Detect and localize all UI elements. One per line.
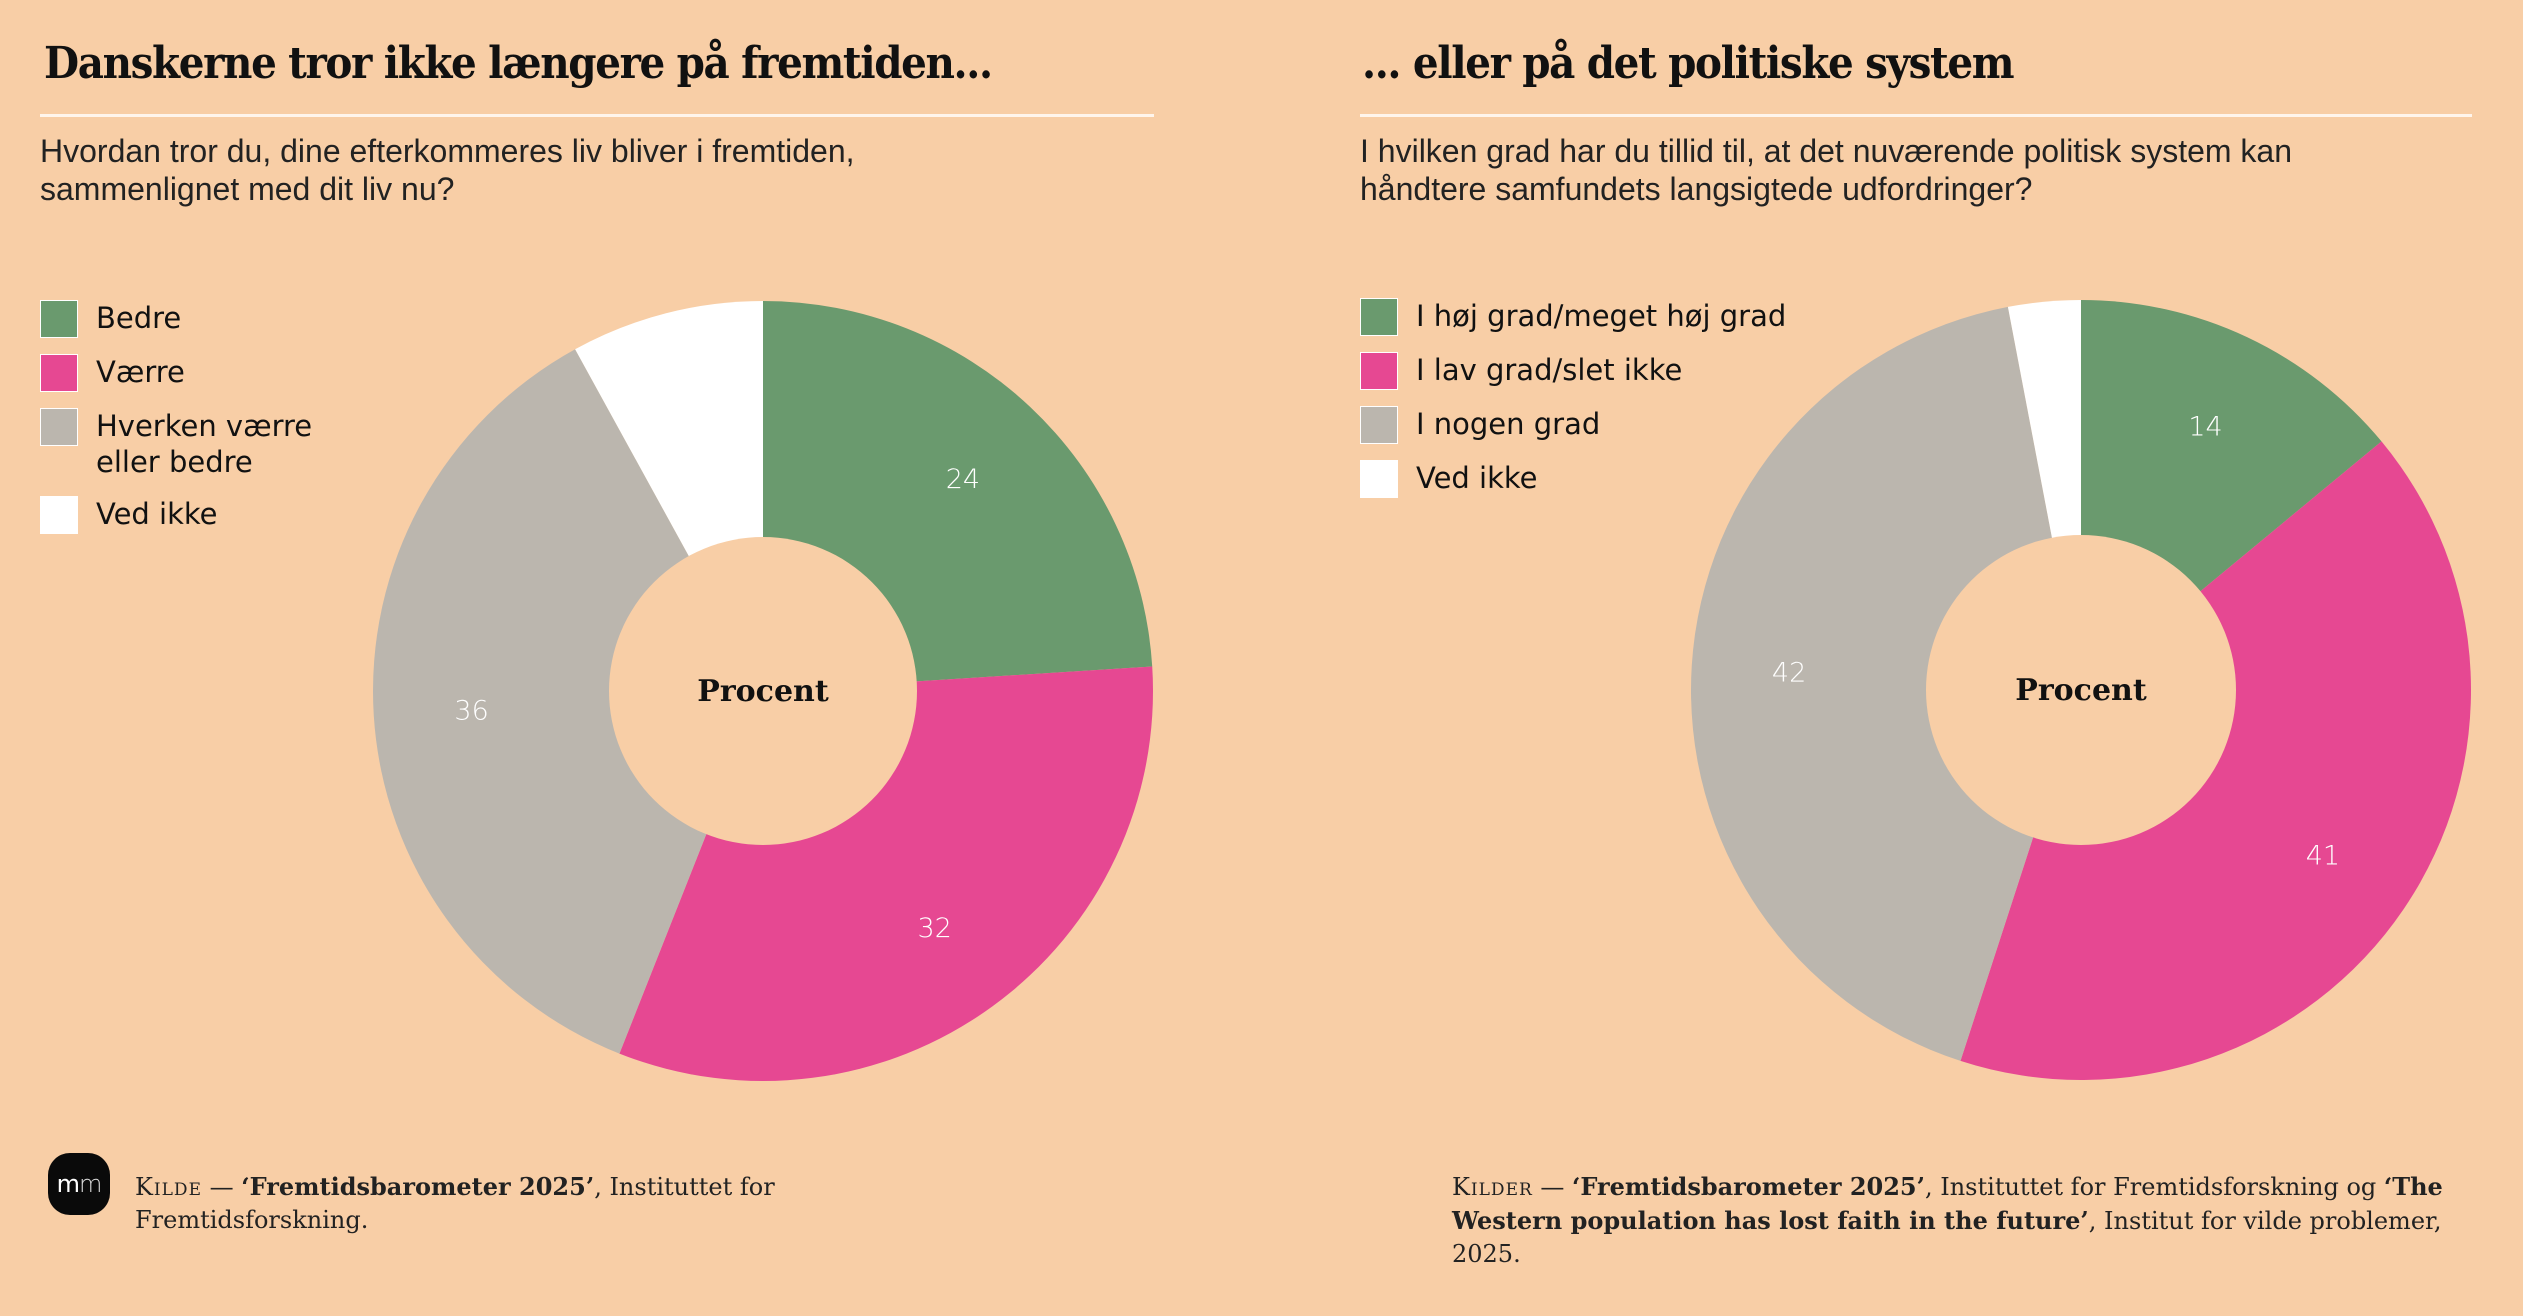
donut-hole [1926, 535, 2236, 845]
slice-value-label: 41 [2306, 840, 2340, 871]
source-note-politics: Kilder — ‘Fremtidsbarometer 2025’, Insti… [1452, 1170, 2452, 1271]
source-title: ‘Fremtidsbarometer 2025’ [1572, 1172, 1925, 1201]
legend-politics: I høj grad/meget høj grad I lav grad/sle… [1360, 298, 1786, 514]
legend-label: Ved ikke [96, 497, 218, 531]
donut-chart-future: 24 32 36 Procent [373, 301, 1153, 1081]
donut-slice-hverken-værre-eller-bedre [373, 349, 763, 1054]
donut-hole [609, 537, 917, 845]
legend-item-ved-ikke: Ved ikke [40, 496, 312, 534]
legend-item-hoej-grad: I høj grad/meget høj grad [1360, 298, 1786, 336]
legend-swatch-gray [40, 408, 78, 446]
donut-slice-i-nogen-grad [1691, 306, 2081, 1061]
legend-label-line-2: eller bedre [96, 445, 253, 479]
legend-future: Bedre Værre Hverken værre eller bedre Ve… [40, 300, 312, 550]
chart-question-politics: I hvilken grad har du tillid til, at det… [1360, 132, 2292, 208]
slice-value-label: 42 [1772, 658, 1806, 689]
legend-label: Værre [96, 355, 185, 389]
source-dash: — [1532, 1173, 1573, 1201]
chart-title-future: Danskerne tror ikke længere på fremtiden… [44, 38, 993, 89]
legend-item-ved-ikke: Ved ikke [1360, 460, 1786, 498]
slice-value-label: 36 [454, 695, 488, 726]
legend-swatch-pink [1360, 352, 1398, 390]
title-divider [1360, 114, 2472, 117]
source-title: ‘Fremtidsbarometer 2025’ [241, 1172, 595, 1201]
legend-label: Ved ikke [1416, 461, 1538, 495]
legend-item-hverken: Hverken værre eller bedre [40, 408, 312, 480]
legend-item-lav-grad: I lav grad/slet ikke [1360, 352, 1786, 390]
source-keyword: Kilder [1452, 1173, 1533, 1201]
logo-letter-1: m [56, 1170, 80, 1198]
slice-value-label: 32 [917, 913, 951, 944]
right-panel: ... eller på det politiske system I hvil… [1262, 0, 2523, 1316]
source-mid: , Instituttet for Fremtidsforskning og [1924, 1173, 2384, 1201]
chart-question-future: Hvordan tror du, dine efterkommeres liv … [40, 132, 855, 208]
title-divider [40, 114, 1154, 117]
logo-letter-2: m [79, 1170, 102, 1198]
donut-center-label: Procent [2015, 673, 2147, 708]
source-keyword: Kilde [135, 1173, 202, 1201]
legend-label-line-1: Hverken værre [96, 409, 313, 443]
source-title-2: ‘The Western population has lost faith i… [1452, 1172, 2443, 1235]
legend-label: Hverken værre eller bedre [96, 408, 312, 480]
legend-swatch-gray [1360, 406, 1398, 444]
legend-swatch-green [1360, 298, 1398, 336]
legend-label: I lav grad/slet ikke [1416, 353, 1683, 387]
chart-title-politics: ... eller på det politiske system [1362, 38, 2015, 89]
question-line-2: sammenlignet med dit liv nu? [40, 171, 455, 207]
source-rest: , Institut for vilde problemer, 2025. [1452, 1207, 2442, 1268]
legend-item-nogen-grad: I nogen grad [1360, 406, 1786, 444]
question-line-1: I hvilken grad har du tillid til, at det… [1360, 133, 2293, 169]
question-line-1: Hvordan tror du, dine efterkommeres liv … [40, 133, 855, 169]
source-rest: , Instituttet for Fremtidsforskning. [135, 1173, 775, 1234]
legend-item-bedre: Bedre [40, 300, 312, 338]
legend-swatch-green [40, 300, 78, 338]
legend-item-vaerre: Værre [40, 354, 312, 392]
legend-label: I nogen grad [1416, 407, 1601, 441]
source-dash: — [201, 1173, 242, 1201]
question-line-2: håndtere samfundets langsigtede udfordri… [1360, 171, 2033, 207]
slice-value-label: 24 [946, 464, 980, 495]
source-note-future: Kilde — ‘Fremtidsbarometer 2025’, Instit… [135, 1170, 915, 1237]
legend-swatch-white [40, 496, 78, 534]
donut-chart-politics: 14 41 42 Procent [1691, 300, 2471, 1080]
legend-label: Bedre [96, 301, 182, 335]
donut-center-label: Procent [697, 674, 829, 709]
legend-swatch-pink [40, 354, 78, 392]
legend-swatch-white [1360, 460, 1398, 498]
slice-value-label: 14 [2188, 411, 2222, 442]
legend-label: I høj grad/meget høj grad [1416, 299, 1787, 333]
left-panel: Danskerne tror ikke længere på fremtiden… [40, 38, 1154, 1237]
